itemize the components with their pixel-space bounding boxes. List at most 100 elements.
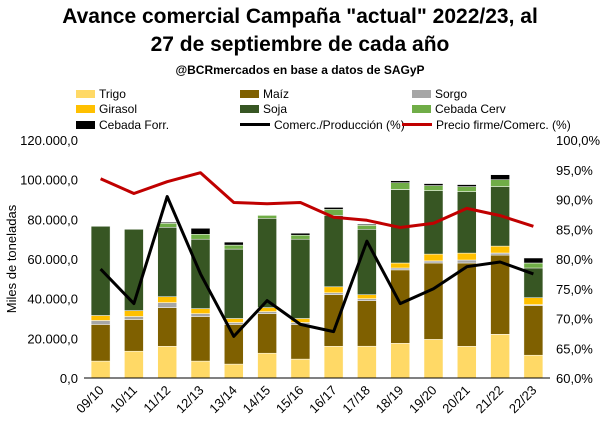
bar-cebada-cerv-13-14: [224, 244, 244, 250]
bar-cebada-forr-12-13: [190, 228, 211, 235]
bar-sorgo-09-10: [90, 320, 111, 325]
bar-sorgo-12-13: [190, 313, 211, 317]
bar-cebada-forr-20-21: [457, 184, 477, 187]
bar-maiz-22-23: [523, 305, 544, 356]
bar-cebada-cerv-11-12: [157, 223, 177, 228]
bar-girasol-12-13: [190, 308, 211, 314]
bar-maiz-14-15: [257, 313, 277, 354]
legend-label-cebada-forr: Cebada Forr.: [99, 117, 170, 132]
y-right-tick-label: 70,0%: [556, 312, 593, 327]
bar-maiz-17-18: [357, 300, 377, 347]
legend-item-soja: Soja: [240, 101, 287, 116]
bar-maiz-16-17: [323, 294, 344, 347]
x-tick-label: 10/11: [107, 383, 140, 416]
legend-label-soja: Soja: [263, 101, 288, 116]
y-left-tick-label: 40.000,0: [27, 292, 78, 307]
bar-cebada-forr-18-19: [390, 180, 410, 183]
legend-label-sorgo: Sorgo: [435, 86, 468, 101]
bar-trigo-18-19: [390, 343, 410, 379]
legend-line-comerc-produccion: [240, 123, 270, 127]
bar-maiz-19-20: [423, 262, 444, 340]
bar-maiz-15-16: [290, 324, 311, 360]
bar-cebada-cerv-22-23: [523, 262, 544, 269]
y-right-tick-label: 60,0%: [556, 371, 593, 386]
line-comerc-produccion: [99, 195, 534, 338]
bar-cebada-forr-22-23: [523, 257, 544, 264]
legend-swatch-sorgo: [412, 89, 431, 98]
bar-cebada-forr-21-22: [490, 174, 510, 180]
bar-girasol-11-12: [157, 296, 177, 303]
legend-item-sorgo: Sorgo: [412, 86, 467, 101]
chart-title-line-2: 27 de septiembre de cada año: [150, 33, 450, 56]
y-right-tick-label: 65,0%: [556, 341, 593, 356]
y-left-tick-label: 120.000,0: [20, 133, 78, 148]
x-tick-label: 13/14: [206, 383, 240, 417]
bar-sorgo-21-22: [490, 252, 510, 256]
bar-girasol-21-22: [490, 245, 510, 254]
line-precio-firme-comerc: [99, 171, 534, 229]
legend-item-trigo: Trigo: [76, 86, 126, 101]
bar-trigo-12-13: [190, 360, 211, 379]
legend-item-comerc-produccion: Comerc./Producción (%): [240, 117, 405, 132]
y-left-tick-label: 80.000,0: [27, 212, 78, 227]
bar-cebada-cerv-21-22: [490, 179, 510, 187]
x-tick-label: 09/10: [73, 383, 107, 417]
bar-trigo-17-18: [357, 346, 377, 379]
bar-cebada-cerv-20-21: [457, 186, 477, 192]
y-right-tick-label: 100,0%: [556, 133, 600, 148]
bar-cebada-cerv-15-16: [290, 234, 311, 240]
bar-girasol-19-20: [423, 253, 444, 262]
legend-line-precio-firme: [402, 123, 432, 127]
x-tick-label: 20/21: [439, 383, 473, 417]
legend-item-cebada-forr: Cebada Forr.: [76, 117, 169, 132]
bar-maiz-11-12: [157, 307, 177, 347]
x-tick-label: 22/23: [506, 383, 540, 417]
chart-title-line-1: Avance comercial Campaña "actual" 2022/2…: [62, 5, 538, 28]
legend-swatch-maiz: [240, 89, 259, 98]
line-layer: [99, 171, 534, 338]
bar-sorgo-19-20: [423, 260, 444, 264]
legend-swatch-cebada-forr: [76, 120, 95, 129]
bar-sorgo-17-18: [357, 298, 377, 301]
y-axis-title: Miles de toneladas: [4, 204, 19, 313]
bar-trigo-22-23: [523, 354, 544, 379]
x-tick-label: 19/20: [406, 383, 440, 417]
bar-trigo-16-17: [323, 346, 344, 379]
bar-girasol-20-21: [457, 252, 477, 261]
bar-cebada-cerv-17-18: [357, 225, 377, 230]
x-tick-label: 17/18: [339, 383, 373, 417]
bar-trigo-19-20: [423, 339, 444, 379]
legend-item-precio-firme: Precio firme/Comerc. (%): [402, 117, 571, 132]
legend-item-maiz: Maíz: [240, 86, 289, 101]
bar-trigo-13-14: [224, 363, 244, 379]
legend-label-cebada-cerv: Cebada Cerv: [435, 101, 506, 116]
bar-girasol-17-18: [357, 294, 377, 299]
bar-cebada-forr-16-17: [323, 207, 344, 210]
bar-maiz-21-22: [490, 254, 510, 335]
legend-label-trigo: Trigo: [99, 86, 126, 101]
legend-swatch-soja: [240, 104, 259, 113]
bar-girasol-16-17: [323, 286, 344, 294]
bar-maiz-20-21: [457, 262, 477, 347]
x-tick-label: 21/22: [473, 383, 507, 417]
bar-cebada-cerv-14-15: [257, 215, 277, 219]
bar-cebada-forr-15-16: [290, 232, 311, 236]
bar-girasol-10-11: [124, 310, 144, 317]
bar-maiz-18-19: [390, 269, 410, 344]
bar-cebada-cerv-12-13: [190, 233, 211, 240]
bar-soja-14-15: [257, 218, 277, 308]
y-right-tick-label: 85,0%: [556, 222, 593, 237]
chart-legend: Trigo Maíz Sorgo Girasol Soja Cebada Cer…: [0, 82, 600, 134]
chart-subtitle: @BCRmercados en base a datos de SAGyP: [175, 63, 425, 77]
bar-cebada-forr-13-14: [224, 241, 244, 246]
legend-item-girasol: Girasol: [76, 101, 137, 116]
y-left-tick-label: 60.000,0: [27, 252, 78, 267]
x-tick-label: 11/12: [140, 383, 173, 416]
bar-trigo-15-16: [290, 358, 311, 379]
bar-soja-13-14: [224, 248, 244, 319]
bar-trigo-09-10: [90, 360, 111, 379]
x-tick-label: 12/13: [173, 383, 207, 417]
bar-trigo-14-15: [257, 352, 277, 379]
y-left-tick-label: 0,0: [60, 371, 78, 386]
y-left-tick-label: 20.000,0: [27, 331, 78, 346]
